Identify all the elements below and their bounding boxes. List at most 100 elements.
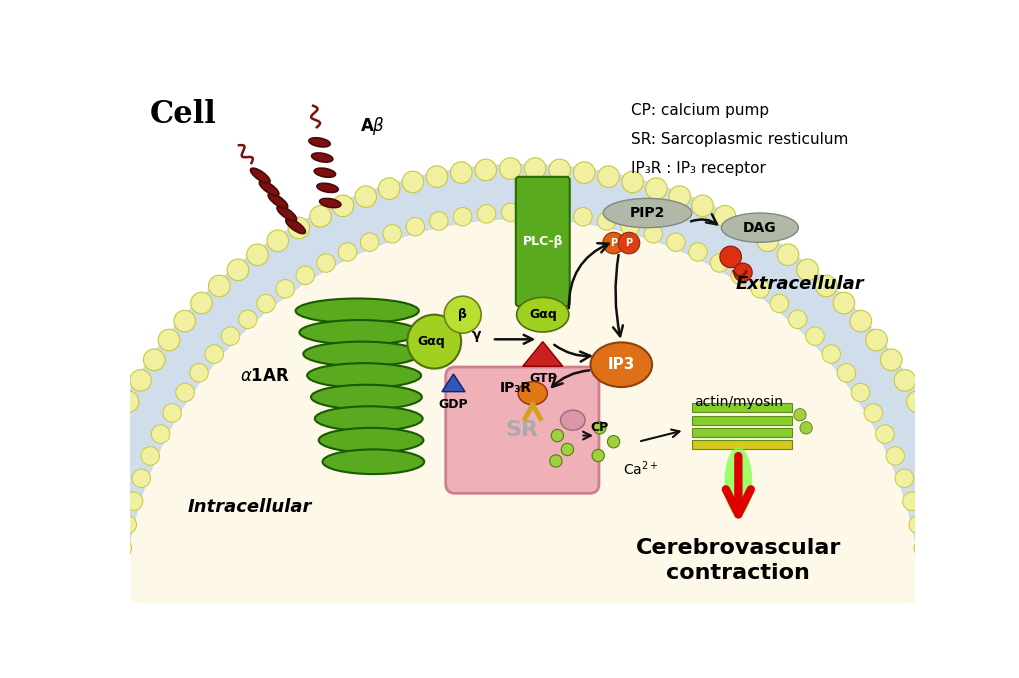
- Circle shape: [879, 349, 901, 371]
- Circle shape: [444, 296, 481, 333]
- Circle shape: [227, 259, 249, 281]
- Text: GDP: GDP: [438, 398, 468, 412]
- Circle shape: [287, 217, 310, 239]
- Circle shape: [549, 205, 568, 223]
- Text: IP₃R: IP₃R: [499, 381, 531, 395]
- Circle shape: [79, 482, 101, 503]
- Circle shape: [668, 186, 690, 207]
- Circle shape: [131, 469, 151, 487]
- Circle shape: [902, 492, 920, 511]
- Circle shape: [865, 330, 887, 351]
- Circle shape: [475, 159, 496, 180]
- Text: P: P: [625, 238, 632, 248]
- Text: Extracellular: Extracellular: [735, 275, 863, 293]
- Circle shape: [560, 443, 573, 456]
- Ellipse shape: [268, 193, 287, 208]
- Circle shape: [190, 363, 208, 382]
- Circle shape: [950, 506, 971, 527]
- Text: contraction: contraction: [665, 563, 809, 582]
- Circle shape: [429, 212, 447, 231]
- Circle shape: [477, 205, 495, 223]
- Circle shape: [68, 530, 90, 551]
- Circle shape: [691, 195, 712, 216]
- Text: PLC-β: PLC-β: [522, 235, 562, 248]
- Polygon shape: [522, 342, 562, 366]
- Circle shape: [591, 450, 604, 462]
- Circle shape: [124, 492, 143, 511]
- Ellipse shape: [318, 428, 423, 452]
- Circle shape: [355, 186, 376, 207]
- Text: Cell: Cell: [149, 99, 216, 130]
- Circle shape: [643, 224, 662, 243]
- Circle shape: [276, 279, 294, 298]
- Circle shape: [96, 435, 117, 457]
- Ellipse shape: [590, 342, 651, 387]
- Circle shape: [935, 458, 958, 480]
- Circle shape: [851, 383, 869, 402]
- Circle shape: [837, 363, 855, 382]
- Ellipse shape: [285, 218, 305, 234]
- Circle shape: [955, 530, 976, 551]
- Text: SR: Sarcoplasmic resticulum: SR: Sarcoplasmic resticulum: [630, 132, 847, 147]
- Circle shape: [378, 178, 399, 199]
- Circle shape: [382, 224, 401, 243]
- Circle shape: [645, 178, 666, 199]
- Circle shape: [360, 233, 378, 252]
- Text: Intracellular: Intracellular: [187, 498, 311, 516]
- Text: DAG: DAG: [743, 220, 775, 235]
- Circle shape: [944, 482, 965, 503]
- Circle shape: [913, 539, 931, 557]
- Polygon shape: [72, 165, 972, 563]
- Circle shape: [602, 233, 624, 254]
- Circle shape: [407, 315, 461, 369]
- Circle shape: [549, 455, 561, 467]
- Text: P: P: [609, 238, 616, 248]
- Ellipse shape: [311, 384, 422, 410]
- Circle shape: [117, 391, 139, 412]
- Circle shape: [401, 171, 423, 193]
- Text: IP3: IP3: [607, 357, 635, 372]
- Circle shape: [426, 166, 447, 187]
- Circle shape: [607, 435, 620, 448]
- Circle shape: [296, 266, 314, 285]
- Circle shape: [144, 349, 165, 371]
- Circle shape: [205, 345, 223, 363]
- Ellipse shape: [315, 406, 422, 431]
- Circle shape: [113, 539, 131, 557]
- Circle shape: [805, 327, 823, 345]
- Circle shape: [129, 370, 151, 391]
- Circle shape: [257, 294, 275, 313]
- Polygon shape: [441, 374, 465, 392]
- Circle shape: [849, 311, 870, 332]
- FancyBboxPatch shape: [516, 177, 570, 306]
- Circle shape: [208, 275, 230, 297]
- Circle shape: [597, 212, 615, 231]
- Circle shape: [550, 429, 564, 442]
- Circle shape: [191, 292, 212, 314]
- Text: SR: SR: [505, 420, 538, 440]
- Ellipse shape: [720, 213, 798, 242]
- Circle shape: [87, 458, 109, 480]
- Text: Gαq: Gαq: [529, 308, 556, 321]
- Circle shape: [221, 327, 239, 345]
- Circle shape: [450, 162, 472, 183]
- Circle shape: [731, 266, 749, 285]
- Circle shape: [73, 506, 95, 527]
- Circle shape: [863, 403, 881, 422]
- Circle shape: [894, 469, 913, 487]
- Text: γ: γ: [472, 328, 481, 342]
- Text: A$\beta$: A$\beta$: [360, 115, 385, 137]
- Circle shape: [524, 158, 545, 179]
- Circle shape: [573, 207, 592, 226]
- Circle shape: [719, 246, 741, 268]
- Circle shape: [917, 413, 938, 435]
- Circle shape: [833, 292, 854, 314]
- Polygon shape: [126, 218, 918, 603]
- Circle shape: [158, 330, 179, 351]
- Circle shape: [796, 259, 817, 281]
- Text: CP: CP: [590, 421, 608, 435]
- Circle shape: [750, 279, 768, 298]
- Circle shape: [906, 391, 927, 412]
- Circle shape: [622, 171, 643, 193]
- Circle shape: [799, 422, 811, 434]
